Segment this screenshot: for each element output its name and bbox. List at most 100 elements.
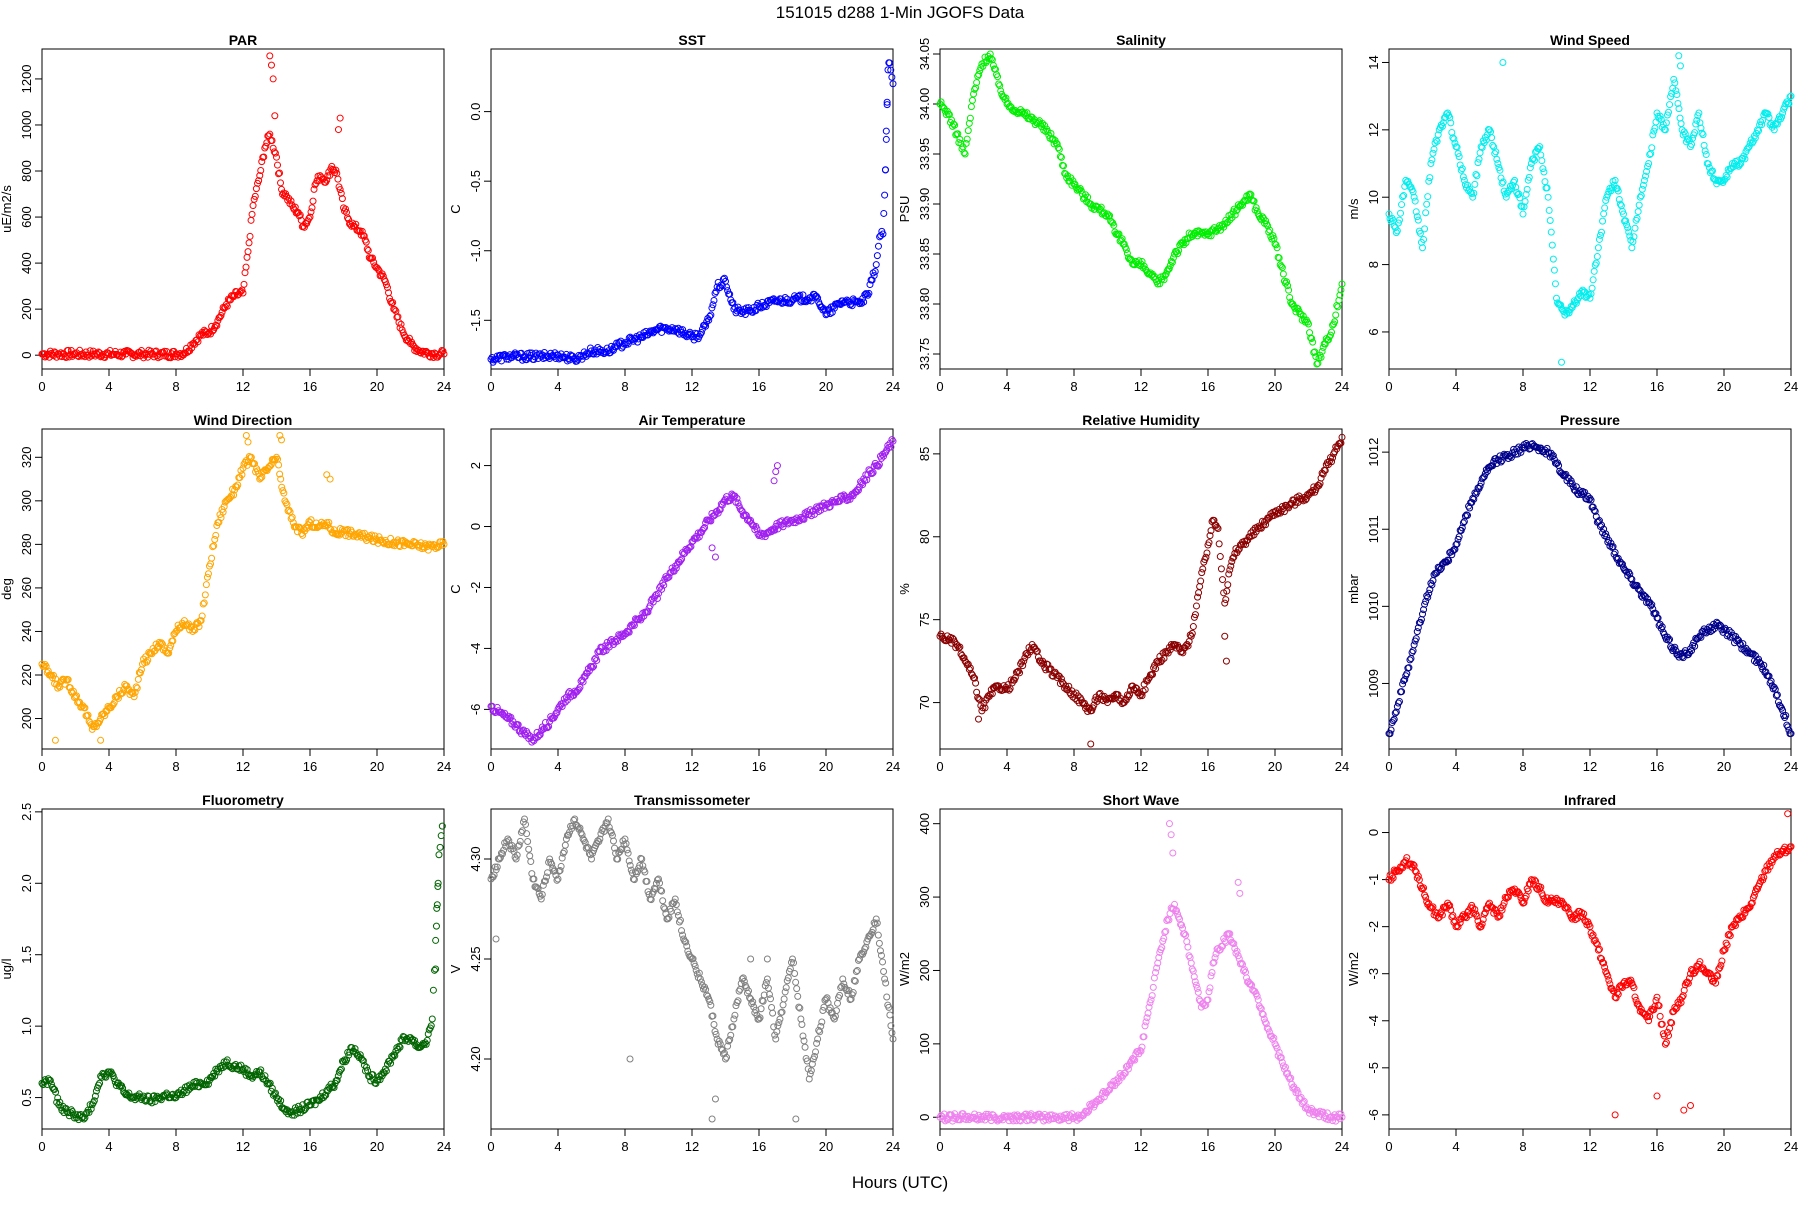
panel-title: Wind Direction <box>194 412 293 428</box>
data-point <box>243 264 249 270</box>
data-point <box>1495 161 1501 167</box>
y-axis-label: PSU <box>897 196 912 223</box>
data-point <box>1538 152 1544 158</box>
data-point <box>434 905 440 911</box>
x-tick-label: 12 <box>685 759 699 774</box>
data-point <box>1590 277 1596 283</box>
x-tick-label: 20 <box>1268 759 1282 774</box>
data-point <box>731 1016 737 1022</box>
y-tick-label: 400 <box>19 252 34 274</box>
x-tick-label: 0 <box>38 1139 45 1154</box>
y-axis-label: ug/l <box>0 958 14 979</box>
y-tick-label: 0 <box>1366 829 1381 836</box>
y-tick-label: 34.00 <box>917 88 932 121</box>
y-tick-label: 6 <box>1366 328 1381 335</box>
data-point <box>883 136 889 142</box>
data-point <box>1610 178 1616 184</box>
data-point-cloud <box>489 60 895 365</box>
data-point <box>246 240 252 246</box>
data-point-outlier <box>774 463 780 469</box>
data-point-outlier <box>712 554 718 560</box>
x-tick-label: 0 <box>936 1139 943 1154</box>
x-tick-label: 20 <box>1717 759 1731 774</box>
data-point <box>1190 968 1196 974</box>
data-point <box>1424 201 1430 207</box>
x-tick-label: 20 <box>1717 1139 1731 1154</box>
y-tick-label: 14 <box>1366 55 1381 69</box>
data-point <box>1184 939 1190 945</box>
y-tick-label: 8 <box>1366 261 1381 268</box>
y-tick-label: -4 <box>1366 1015 1381 1027</box>
x-tick-label: 4 <box>105 759 112 774</box>
data-point-outlier <box>52 737 58 743</box>
data-point <box>1185 944 1191 950</box>
data-point-outlier <box>268 62 274 68</box>
panel-title: Wind Speed <box>1550 32 1630 48</box>
data-point <box>889 74 895 80</box>
data-point-outlier <box>1681 1107 1687 1113</box>
x-tick-label: 16 <box>752 379 766 394</box>
data-point <box>1188 960 1194 966</box>
data-point <box>1223 597 1229 603</box>
data-point <box>1428 161 1434 167</box>
x-tick-label: 16 <box>303 379 317 394</box>
y-tick-label: 300 <box>917 886 932 908</box>
data-point <box>1627 233 1633 239</box>
y-axis-label: mbar <box>1346 574 1361 604</box>
data-point <box>968 104 974 110</box>
data-point <box>792 970 798 976</box>
y-tick-label: 320 <box>19 446 34 468</box>
data-point <box>1551 267 1557 273</box>
data-point <box>769 1004 775 1010</box>
y-axis-label: C <box>448 584 463 593</box>
data-point <box>873 262 879 268</box>
data-point <box>610 838 616 844</box>
data-point <box>1677 115 1683 121</box>
y-tick-label: -4 <box>468 643 483 655</box>
x-tick-label: 12 <box>1134 1139 1148 1154</box>
x-tick-label: 0 <box>38 379 45 394</box>
x-tick-label: 0 <box>1385 379 1392 394</box>
y-tick-label: 85 <box>917 447 932 461</box>
data-point-outlier <box>1500 59 1506 65</box>
data-point <box>1618 203 1624 209</box>
data-point <box>525 839 531 845</box>
x-tick-label: 24 <box>1784 759 1798 774</box>
y-tick-label: 600 <box>19 206 34 228</box>
y-tick-label: 1009 <box>1366 669 1381 698</box>
data-point <box>437 844 443 850</box>
panel-title: PAR <box>229 32 258 48</box>
x-tick-label: 24 <box>437 379 451 394</box>
data-point <box>249 211 255 217</box>
data-point <box>1626 229 1632 235</box>
data-point <box>1410 648 1416 654</box>
data-point <box>562 842 568 848</box>
data-point <box>526 846 532 852</box>
panel-title: Transmissometer <box>634 792 750 808</box>
data-point <box>1703 152 1709 158</box>
data-point <box>1635 209 1641 215</box>
y-tick-label: -1 <box>1366 874 1381 886</box>
x-tick-label: 0 <box>936 379 943 394</box>
data-point-cloud <box>40 133 446 361</box>
y-tick-label: 80 <box>917 530 932 544</box>
data-point <box>1227 567 1233 573</box>
data-point <box>1143 1019 1149 1025</box>
x-tick-label: 4 <box>1003 1139 1010 1154</box>
data-point <box>1216 541 1222 547</box>
y-tick-label: 0 <box>917 1114 932 1121</box>
data-point <box>388 535 394 541</box>
panel-title: SST <box>678 32 706 48</box>
data-point <box>1549 242 1555 248</box>
x-tick-label: 12 <box>1583 379 1597 394</box>
data-point <box>310 198 316 204</box>
plot-frame <box>1389 809 1791 1129</box>
panel-title: Infrared <box>1564 792 1616 808</box>
data-point-outlier <box>764 956 770 962</box>
x-tick-label: 20 <box>370 1139 384 1154</box>
